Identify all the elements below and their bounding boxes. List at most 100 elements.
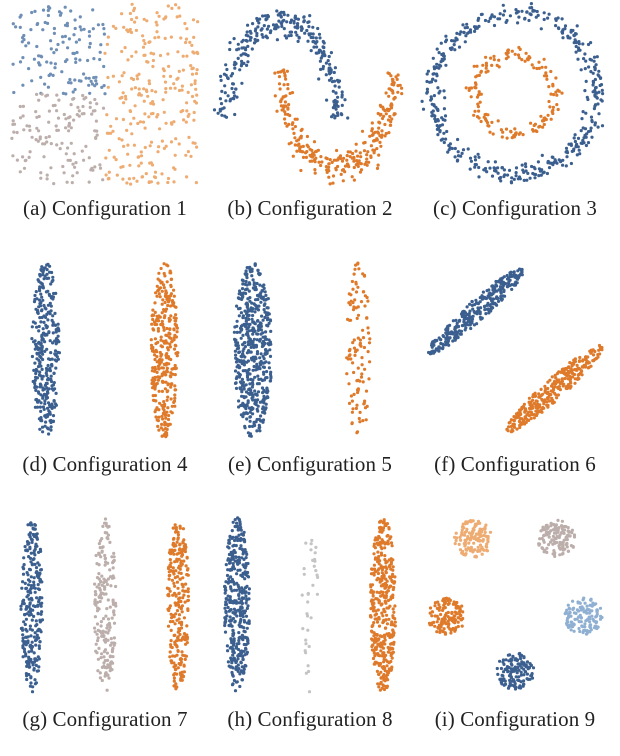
scatter-point — [33, 576, 36, 579]
scatter-point — [224, 99, 227, 102]
scatter-point — [269, 371, 272, 374]
scatter-point — [260, 352, 263, 355]
scatter-point — [193, 111, 196, 114]
scatter-point — [89, 101, 92, 104]
scatter-point — [547, 160, 550, 163]
scatter-point — [485, 67, 488, 70]
scatter-point — [33, 300, 36, 303]
scatter-point — [105, 173, 108, 176]
scatter-point — [84, 145, 87, 148]
scatter-point — [367, 350, 370, 353]
scatter-point — [268, 366, 271, 369]
scatter-point — [356, 163, 359, 166]
scatter-point — [220, 102, 223, 105]
scatter-point — [153, 36, 156, 39]
scatter-point — [435, 73, 438, 76]
scatter-point — [227, 94, 230, 97]
scatter-point — [34, 659, 37, 662]
scatter-point — [251, 412, 254, 415]
scatter-point — [108, 629, 111, 632]
scatter-point — [329, 158, 332, 161]
scatter-point — [561, 164, 564, 167]
scatter-point — [170, 629, 173, 632]
scatter-point — [522, 419, 525, 422]
scatter-point — [561, 30, 564, 33]
scatter-point — [39, 274, 42, 277]
scatter-point — [573, 136, 576, 139]
scatter-point — [88, 181, 91, 184]
scatter-point — [362, 336, 365, 339]
scatter-point — [459, 333, 462, 336]
scatter-point — [19, 26, 22, 29]
scatter-point — [366, 326, 369, 329]
scatter-point — [529, 177, 532, 180]
scatter-point — [537, 396, 540, 399]
scatter-point — [121, 178, 124, 181]
scatter-point — [275, 9, 278, 12]
scatter-point — [180, 621, 183, 624]
scatter-point — [524, 162, 527, 165]
scatter-point — [243, 619, 246, 622]
scatter-point — [255, 365, 258, 368]
scatter-point — [28, 598, 31, 601]
scatter-point — [317, 77, 320, 80]
scatter-point — [426, 88, 429, 91]
scatter-point — [40, 342, 43, 345]
scatter-point — [254, 393, 257, 396]
scatter-point — [110, 637, 113, 640]
scatter-point — [100, 656, 103, 659]
scatter-point — [25, 665, 28, 668]
scatter-point — [540, 27, 543, 30]
scatter-point — [233, 567, 236, 570]
scatter-point — [594, 67, 597, 70]
scatter-point — [104, 156, 107, 159]
scatter-point — [335, 149, 338, 152]
scatter-point — [158, 292, 161, 295]
scatter-point — [93, 627, 96, 630]
scatter-point — [456, 138, 459, 141]
scatter-point — [184, 154, 187, 157]
scatter-point — [29, 557, 32, 560]
scatter-point — [265, 387, 268, 390]
scatter-point — [351, 411, 354, 414]
panel-configuration-7: (g) Configuration 7 — [2, 511, 208, 756]
scatter-point — [358, 417, 361, 420]
scatter-point — [135, 29, 138, 32]
scatter-point — [50, 375, 53, 378]
scatter-point — [249, 338, 252, 341]
scatter-point — [172, 527, 175, 530]
scatter-point — [305, 29, 308, 32]
scatter-point — [220, 114, 223, 117]
cluster-2 — [301, 539, 320, 694]
scatter-point — [37, 669, 40, 672]
scatter-point — [355, 407, 358, 410]
scatter-point — [437, 127, 440, 130]
scatter-point — [46, 174, 49, 177]
scatter-point — [22, 556, 25, 559]
scatter-point — [383, 642, 386, 645]
scatter-point — [233, 608, 236, 611]
scatter-point — [37, 583, 40, 586]
scatter-point — [513, 178, 516, 181]
scatter-point — [449, 142, 452, 145]
scatter-point — [439, 64, 442, 67]
scatter-point — [192, 36, 195, 39]
scatter-point — [535, 130, 538, 133]
scatter-point — [170, 613, 173, 616]
scatter-point — [517, 53, 520, 56]
scatter-point — [303, 32, 306, 35]
scatter-point — [49, 302, 52, 305]
scatter-point — [441, 138, 444, 141]
scatter-point — [394, 621, 397, 624]
scatter-point — [282, 108, 285, 111]
scatter-point — [22, 573, 25, 576]
scatter-point — [584, 112, 587, 115]
scatter-point — [314, 41, 317, 44]
scatter-point — [188, 41, 191, 44]
scatter-point — [83, 97, 86, 100]
scatter-point — [26, 540, 29, 543]
scatter-point — [171, 411, 174, 414]
scatter-point — [131, 3, 134, 6]
scatter-point — [537, 392, 540, 395]
scatter-point — [348, 349, 351, 352]
